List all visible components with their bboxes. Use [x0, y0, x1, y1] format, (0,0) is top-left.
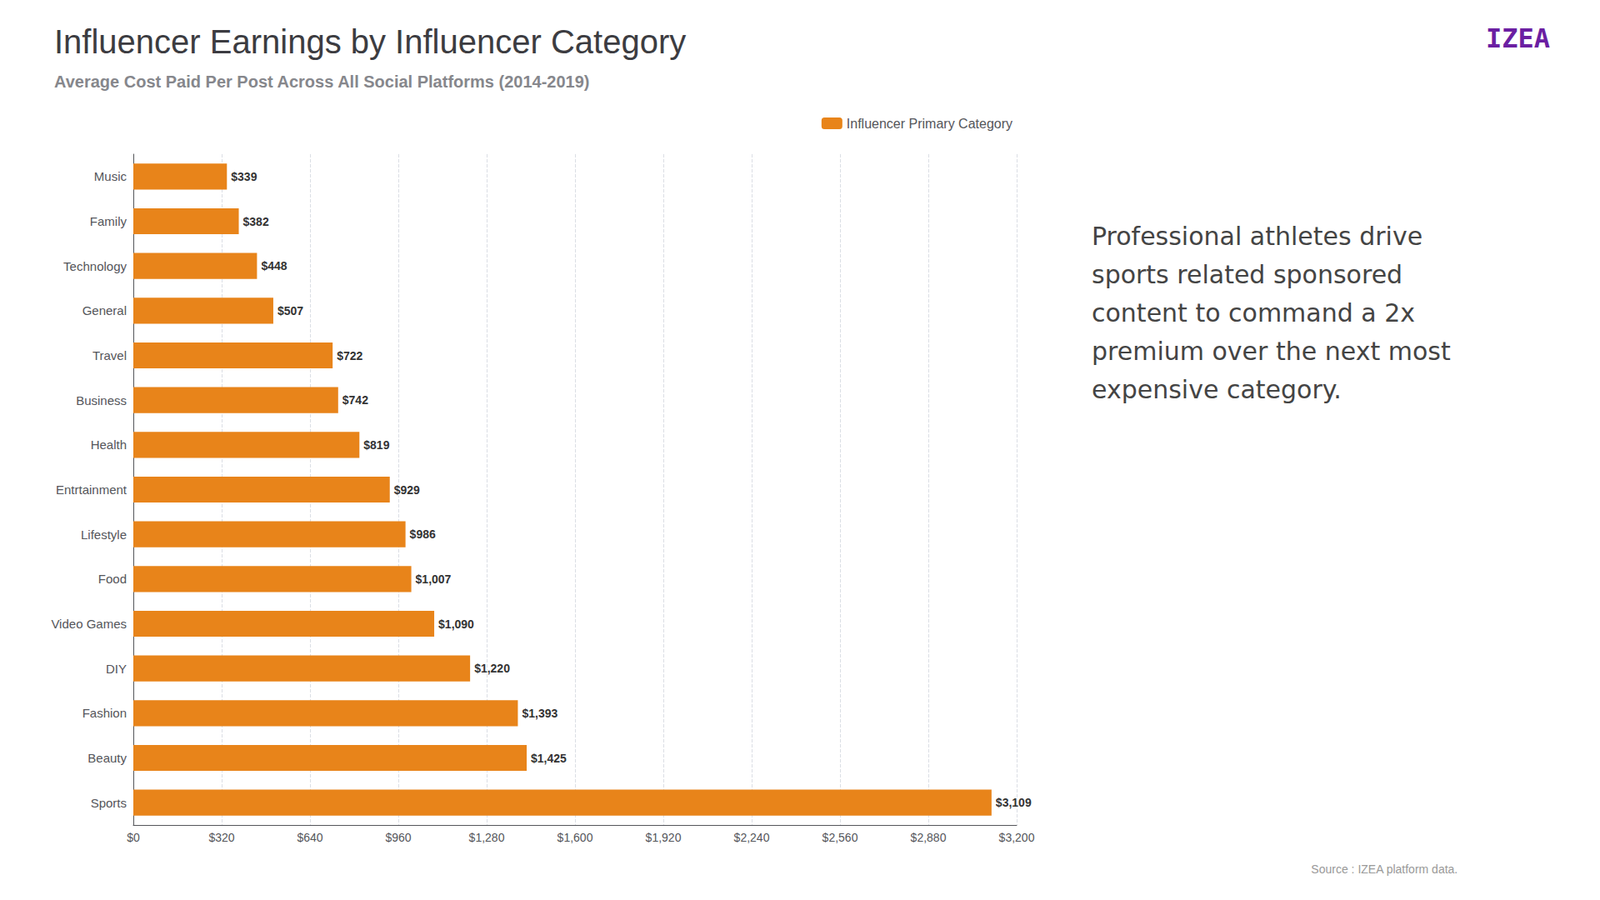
svg-text:premium over the next most: premium over the next most — [1091, 336, 1459, 366]
svg-text:Family: Family — [90, 214, 128, 229]
svg-text:$742: $742 — [342, 393, 369, 407]
svg-text:$2,560: $2,560 — [822, 830, 859, 845]
svg-text:$1,920: $1,920 — [645, 830, 682, 845]
svg-text:Lifestyle: Lifestyle — [80, 527, 127, 542]
svg-text:$819: $819 — [363, 438, 390, 452]
svg-text:$1,280: $1,280 — [469, 830, 505, 845]
svg-text:Travel: Travel — [92, 348, 127, 363]
svg-text:Influencer Primary Category: Influencer Primary Category — [846, 116, 1013, 131]
svg-text:Beauty: Beauty — [87, 750, 127, 765]
svg-text:$1,007: $1,007 — [415, 572, 452, 586]
svg-text:$320: $320 — [208, 830, 235, 845]
svg-text:$960: $960 — [385, 830, 411, 845]
svg-text:Professional athletes drive: Professional athletes drive — [1091, 221, 1431, 251]
svg-text:$3,200: $3,200 — [999, 830, 1035, 845]
svg-text:Food: Food — [98, 571, 127, 586]
svg-text:Technology: Technology — [63, 259, 127, 274]
svg-text:Health: Health — [90, 437, 127, 452]
svg-text:$929: $929 — [394, 483, 420, 497]
svg-text:Average Cost Paid Per Post Acr: Average Cost Paid Per Post Across All So… — [54, 72, 590, 91]
svg-text:$339: $339 — [230, 170, 257, 184]
svg-text:$448: $448 — [260, 259, 287, 273]
svg-text:Video Games: Video Games — [50, 616, 127, 631]
svg-text:$2,880: $2,880 — [910, 830, 947, 845]
svg-text:$382: $382 — [243, 215, 270, 229]
svg-text:Music: Music — [94, 169, 128, 184]
svg-text:expensive category.: expensive category. — [1091, 375, 1342, 405]
svg-text:Influencer Earnings by Influen: Influencer Earnings by Influencer Catego… — [54, 23, 686, 60]
svg-text:$640: $640 — [296, 830, 323, 845]
svg-text:$1,220: $1,220 — [474, 661, 510, 675]
svg-text:$1,090: $1,090 — [438, 617, 475, 631]
svg-text:$1,425: $1,425 — [530, 751, 567, 765]
svg-text:$507: $507 — [277, 304, 304, 318]
svg-text:$1,600: $1,600 — [557, 830, 594, 845]
svg-text:content to command a 2x: content to command a 2x — [1091, 298, 1424, 328]
svg-text:$1,393: $1,393 — [521, 706, 558, 720]
svg-text:$986: $986 — [410, 527, 436, 541]
svg-text:$722: $722 — [336, 349, 363, 363]
svg-text:Sports: Sports — [90, 795, 127, 810]
svg-text:Fashion: Fashion — [82, 705, 127, 720]
svg-text:Business: Business — [75, 393, 127, 408]
svg-text:$0: $0 — [126, 830, 140, 845]
svg-text:$3,109: $3,109 — [995, 795, 1032, 810]
svg-text:sports related sponsored: sports related sponsored — [1091, 260, 1411, 290]
svg-text:Entrtainment: Entrtainment — [55, 482, 128, 497]
svg-text:$2,240: $2,240 — [734, 830, 770, 845]
svg-text:General: General — [82, 303, 127, 318]
svg-text:DIY: DIY — [105, 661, 127, 676]
svg-text:IZEA: IZEA — [1485, 22, 1550, 55]
svg-text:Source : IZEA platform data.: Source : IZEA platform data. — [1310, 862, 1458, 876]
